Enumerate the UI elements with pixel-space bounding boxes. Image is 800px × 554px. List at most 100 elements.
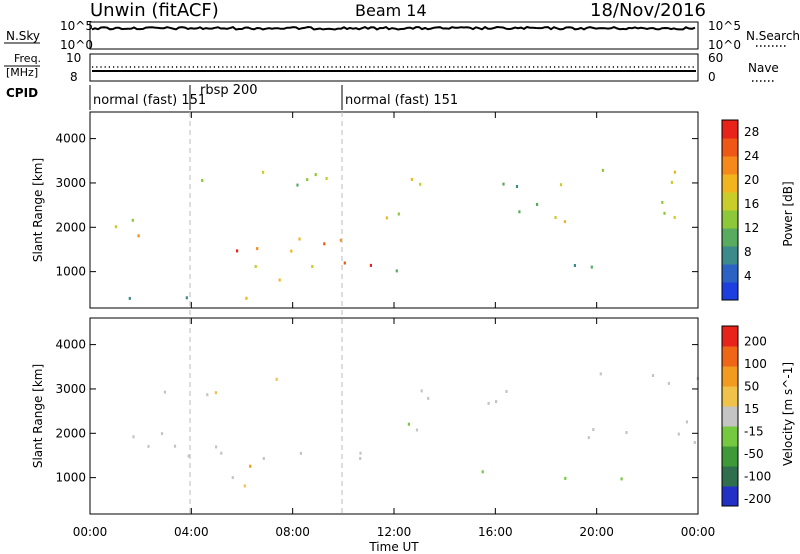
heatmap-cell [663, 211, 666, 215]
colorbar-swatch [722, 246, 738, 265]
y-tick-label: 1000 [55, 471, 86, 485]
power-colorbar-label: Power [dB] [781, 181, 795, 246]
heatmap-cell [163, 390, 166, 394]
x-tick-label: 00:00 [73, 525, 108, 539]
site-title: Unwin (fitACF) [90, 0, 219, 21]
colorbar-swatch [722, 346, 738, 367]
colorbar-swatch [722, 210, 738, 229]
heatmap-cell [187, 454, 190, 458]
x-tick-label: 16:00 [478, 525, 513, 539]
y-tick-label: 4000 [55, 132, 86, 146]
y-tick-label: 2000 [55, 426, 86, 440]
colorbar-tick-label: 28 [744, 125, 759, 139]
x-tick-label: 12:00 [377, 525, 412, 539]
freq-panel: Freq. [MHz] 10 8 60 0 Nave [4, 51, 779, 84]
heatmap-cell [536, 203, 539, 206]
x-tick-label: 08:00 [275, 525, 310, 539]
colorbar-swatch [722, 156, 738, 175]
freq-label: Freq. [14, 52, 41, 65]
colorbar-tick-label: 8 [744, 245, 752, 259]
colorbar-swatch [722, 446, 738, 467]
colorbar-tick-label: 12 [744, 221, 759, 235]
colorbar-tick-label: 24 [744, 149, 759, 163]
nsearch-tick-bottom: 10^0 [708, 38, 741, 52]
heatmap-cell [563, 220, 566, 224]
heatmap-cell [245, 296, 248, 300]
heatmap-cell [114, 225, 117, 229]
heatmap-cell [670, 180, 673, 184]
nsearch-tick-top: 10^5 [708, 19, 741, 33]
heatmap-cell [573, 264, 576, 267]
colorbar-swatch [722, 228, 738, 247]
heatmap-cell [262, 170, 265, 174]
colorbar-tick-label: -50 [744, 447, 764, 461]
colorbar-swatch [722, 426, 738, 447]
colorbar-tick-label: 20 [744, 173, 759, 187]
heatmap-cell [299, 451, 302, 455]
date-title: 18/Nov/2016 [590, 0, 706, 21]
heatmap-cell [420, 389, 423, 393]
heatmap-cell [128, 296, 131, 300]
heatmap-cell [147, 444, 150, 448]
heatmap-cell [215, 445, 218, 449]
heatmap-cell [590, 265, 593, 269]
heatmap-cell [323, 242, 326, 246]
nsky-label: N.Sky [6, 29, 40, 43]
heatmap-cell [220, 451, 223, 455]
heatmap-cell [262, 457, 265, 460]
heatmap-cell [587, 436, 590, 440]
colorbar-swatch [722, 120, 738, 139]
heatmap-cell [314, 173, 317, 177]
colorbar-tick-label: 200 [744, 334, 767, 348]
x-tick-label: 00:00 [681, 525, 716, 539]
heatmap-cell [554, 216, 557, 219]
colorbar-swatch [722, 174, 738, 193]
heatmap-cell [206, 393, 209, 397]
heatmap-cell [325, 177, 328, 180]
power-panel: 1000 2000 3000 4000 Slant Range [km] [31, 111, 699, 309]
heatmap-cell [410, 177, 413, 181]
heatmap-cell [160, 432, 164, 436]
y-tick-label: 3000 [55, 176, 86, 190]
velocity-y-axis: 1000 2000 3000 4000 [55, 338, 698, 485]
heatmap-cell [419, 182, 422, 186]
colorbar-swatch [722, 282, 738, 301]
colorbar-swatch [722, 466, 738, 487]
heatmap-cell [343, 261, 346, 265]
heatmap-cell [185, 296, 188, 300]
power-colorbar: 4 8 12 16 20 24 28 [721, 119, 759, 301]
heatmap-cell [601, 168, 604, 172]
heatmap-cell [481, 470, 484, 474]
x-tick-label: 04:00 [174, 525, 209, 539]
x-axis-label: Time UT [368, 540, 419, 554]
heatmap-cell [137, 234, 140, 238]
power-y-label: Slant Range [km] [31, 158, 45, 262]
heatmap-cell [243, 484, 246, 488]
heatmap-cell [214, 391, 217, 395]
heatmap-cell [359, 451, 362, 455]
heatmap-cell [249, 464, 252, 468]
heatmap-cell [661, 200, 664, 204]
colorbar-tick-label: 15 [744, 402, 759, 416]
heatmap-cell [625, 431, 628, 435]
heatmap-cell [495, 400, 498, 404]
velocity-cells [132, 372, 699, 488]
x-tick-label: 20:00 [579, 525, 614, 539]
nsky-line [91, 25, 696, 31]
colorbar-swatch [722, 406, 738, 427]
heatmap-cell [395, 269, 398, 273]
heatmap-cell [518, 210, 521, 214]
cpid-label: CPID [6, 86, 38, 100]
heatmap-cell [290, 249, 293, 253]
nsearch-label: N.Search [746, 29, 800, 43]
power-y-axis: 1000 2000 3000 4000 [55, 132, 698, 279]
heatmap-cell [173, 444, 177, 448]
heatmap-cell [564, 476, 567, 480]
heatmap-cell [306, 178, 309, 182]
cpid-mode-3: normal (fast) 151 [345, 93, 458, 108]
heatmap-cell [415, 428, 419, 432]
heatmap-cell [275, 377, 278, 381]
heatmap-cell [311, 265, 314, 268]
